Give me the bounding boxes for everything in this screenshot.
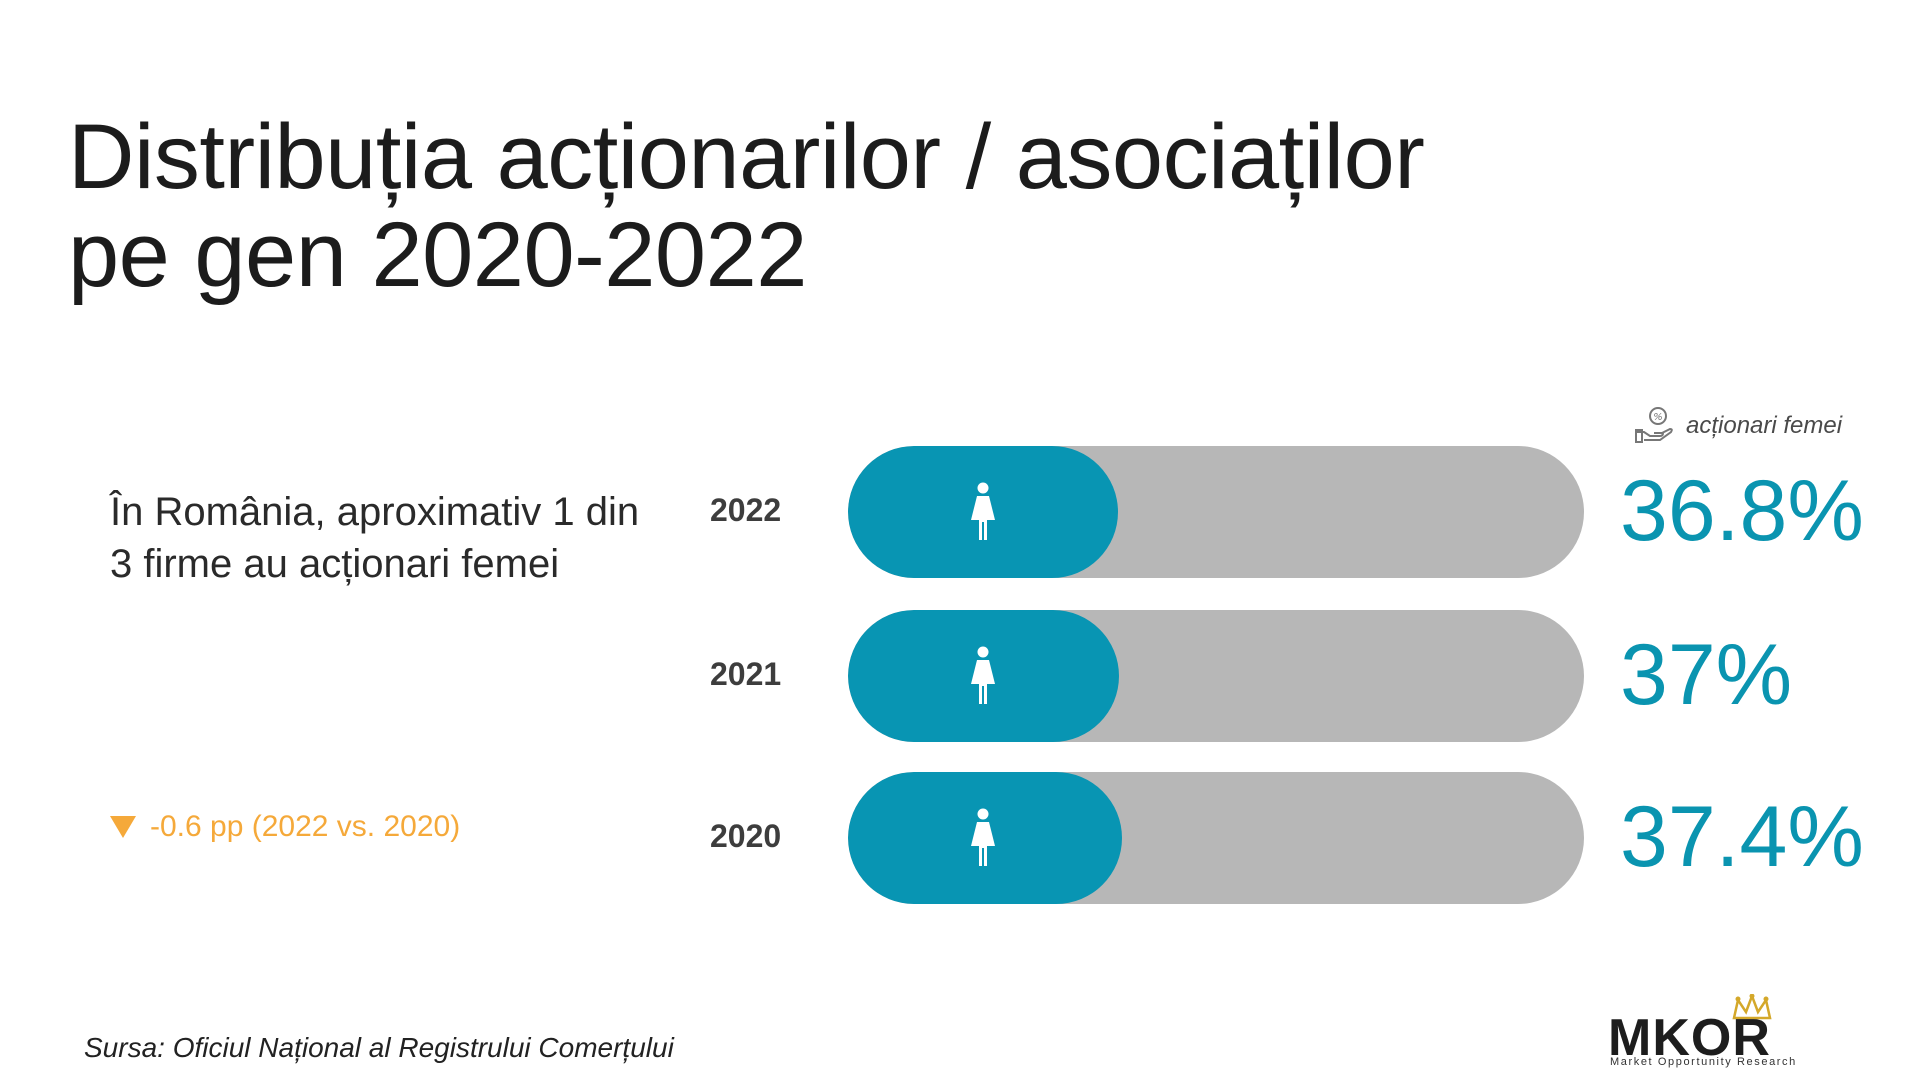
delta-indicator: -0.6 pp (2022 vs. 2020)	[110, 810, 460, 844]
bar-fill	[848, 610, 1120, 742]
title-line-2: pe gen 2020-2022	[68, 204, 807, 306]
bar-fill	[848, 446, 1118, 578]
bar-track	[848, 772, 1584, 904]
value-label: 36.8%	[1620, 463, 1864, 559]
hand-percent-icon: %	[1635, 407, 1673, 443]
page-title: Distribuția acționarilor / asociaților p…	[68, 108, 1628, 304]
triangle-down-icon	[110, 816, 136, 838]
summary-text: În România, aproximativ 1 din 3 firme au…	[110, 490, 640, 586]
legend-label: acționari femei	[1686, 412, 1843, 439]
logo-tagline: Market Opportunity Research	[1610, 1056, 1797, 1068]
female-person-icon	[971, 482, 995, 540]
mkor-logo: MKOR Market Opportunity Research	[1608, 994, 1808, 1070]
year-label: 2022	[710, 492, 782, 528]
bar-fill	[848, 772, 1122, 904]
svg-text:%: %	[1653, 412, 1663, 423]
value-label: 37.4%	[1620, 789, 1864, 885]
female-person-icon	[971, 646, 995, 704]
value-label: 37%	[1620, 627, 1793, 723]
source-note: Sursa: Oficiul Național al Registrului C…	[84, 1032, 674, 1063]
delta-text: -0.6 pp (2022 vs. 2020)	[150, 810, 461, 843]
female-person-icon	[971, 808, 995, 866]
crown-icon	[1732, 994, 1772, 1020]
bar-track	[848, 610, 1584, 742]
year-label: 2021	[710, 656, 782, 692]
bar-track	[848, 446, 1584, 578]
logo-wordmark: MKOR	[1608, 1009, 1771, 1067]
legend: % acționari femei	[1634, 406, 1842, 446]
year-label: 2020	[710, 818, 782, 854]
title-line-1: Distribuția acționarilor / asociaților	[68, 106, 1425, 208]
